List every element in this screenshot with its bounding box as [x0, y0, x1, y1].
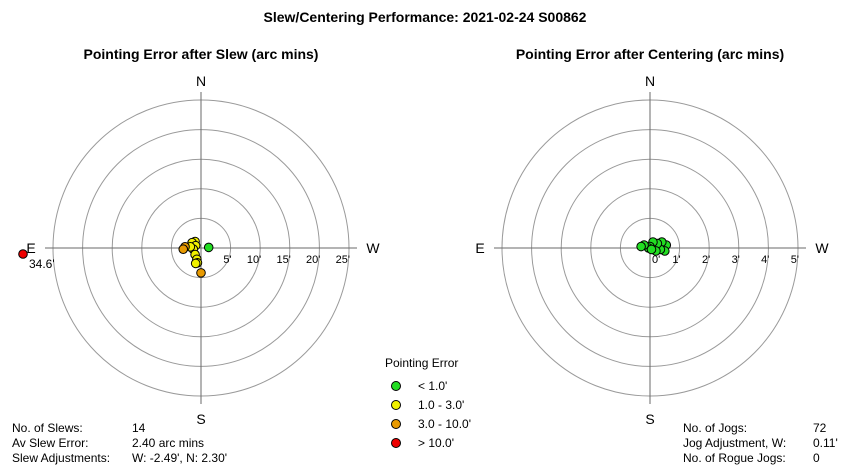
slew-count-label: No. of Slews: [12, 421, 83, 435]
center-ring-label-4: 4' [761, 254, 769, 266]
legend-swatch-red [391, 437, 401, 448]
slew-stats: No. of Slews: 14 Av Slew Error: 2.40 arc… [12, 421, 227, 466]
jog-adj-value: 0.11' [813, 436, 838, 450]
slew-ring-label-3: 15' [276, 254, 290, 266]
center-compass-e: E [475, 240, 484, 256]
center-ring-label-5: 5' [791, 254, 799, 266]
jog-rogue-row: No. of Rogue Jogs: 0 [683, 451, 838, 466]
slew-count-value: 14 [132, 421, 146, 435]
center-point-11 [636, 241, 646, 252]
slew-ring-label-1: 5' [223, 254, 231, 266]
slew-outlier-label: 34.6' [29, 257, 55, 271]
legend-label-green: < 1.0' [418, 378, 448, 393]
page-title: Slew/Centering Performance: 2021-02-24 S… [263, 9, 587, 25]
center-compass-s: S [645, 411, 654, 427]
center-compass-n: N [645, 73, 655, 89]
slew-point-13 [196, 268, 206, 278]
legend-swatch-yellow [391, 399, 401, 410]
center-center-label: 0' [652, 254, 660, 266]
jog-adj-label: Jog Adjustment, W: [683, 436, 787, 450]
slew-point-10 [190, 258, 201, 269]
legend-swatch-green [391, 380, 401, 391]
center-chart-title: Pointing Error after Centering (arc mins… [516, 46, 784, 62]
slew-compass-e: E [26, 240, 35, 256]
jog-count-value: 72 [813, 421, 827, 435]
jog-stats: No. of Jogs: 72 Jog Adjustment, W: 0.11'… [683, 421, 838, 466]
legend-item-yellow: 1.0 - 3.0' [385, 395, 471, 414]
legend-label-orange: 3.0 - 10.0' [418, 416, 471, 431]
slew-adj-label: Slew Adjustments: [12, 451, 111, 465]
center-ring-label-2: 2' [702, 254, 710, 266]
slew-adj-row: Slew Adjustments: W: -2.49', N: 2.30' [12, 451, 227, 466]
jog-rogue-label: No. of Rogue Jogs: [683, 451, 786, 465]
center-ring-label-3: 3' [732, 254, 740, 266]
legend-item-red: > 10.0' [385, 433, 471, 452]
slew-avg-value: 2.40 arc mins [132, 436, 205, 450]
jog-adj-row: Jog Adjustment, W: 0.11' [683, 436, 838, 451]
slew-avg-row: Av Slew Error: 2.40 arc mins [12, 436, 227, 451]
jog-count-label: No. of Jogs: [683, 421, 748, 435]
slew-point-1 [203, 242, 214, 253]
legend-swatch-orange [391, 418, 401, 429]
slew-compass-n: N [196, 73, 206, 89]
slew-ring-label-4: 20' [306, 254, 320, 266]
legend-label-yellow: 1.0 - 3.0' [418, 397, 465, 412]
slew-point-14 [18, 249, 28, 259]
center-compass-w: W [815, 240, 829, 256]
slew-chart-title: Pointing Error after Slew (arc mins) [84, 46, 319, 62]
legend-item-orange: 3.0 - 10.0' [385, 414, 471, 433]
slew-compass-w: W [366, 240, 380, 256]
slew-ring-label-5: 25' [336, 254, 350, 266]
slew-adj-value: W: -2.49', N: 2.30' [132, 451, 228, 465]
jog-rogue-value: 0 [813, 451, 820, 465]
legend-item-green: < 1.0' [385, 376, 471, 395]
legend-label-red: > 10.0' [418, 435, 454, 450]
center-point-12 [646, 244, 657, 255]
slew-count-row: No. of Slews: 14 [12, 421, 227, 436]
slew-compass-s: S [196, 411, 205, 427]
slew-point-12 [178, 244, 189, 254]
legend: Pointing Error < 1.0' 1.0 - 3.0' 3.0 - 1… [385, 356, 471, 452]
slew-ring-label-2: 10' [247, 254, 261, 266]
legend-title: Pointing Error [385, 356, 459, 370]
jog-count-row: No. of Jogs: 72 [683, 421, 838, 436]
slew-avg-label: Av Slew Error: [12, 436, 89, 450]
center-ring-label-1: 1' [672, 254, 680, 266]
